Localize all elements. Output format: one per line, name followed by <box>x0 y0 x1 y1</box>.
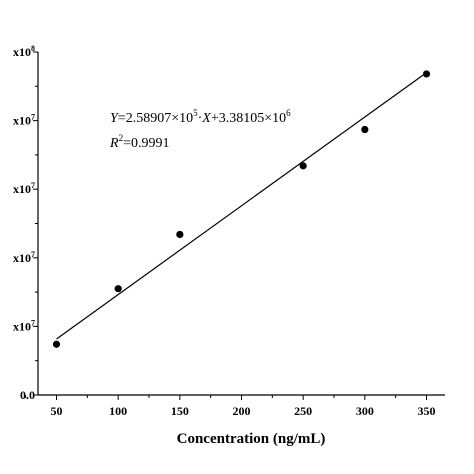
x-tick-label: 150 <box>171 404 189 418</box>
equation-line: Y=2.58907×105·X+3.38105×106 <box>110 108 291 126</box>
equation-intercept: +3.38105×10 <box>211 111 286 126</box>
equation-intercept-exp: 6 <box>286 108 291 118</box>
y-tick-label: x107 <box>13 113 35 128</box>
data-point <box>114 285 122 293</box>
r-squared-value: =0.9991 <box>123 136 169 151</box>
equation-dot: · <box>198 111 203 126</box>
y-tick-label: 0.0 <box>20 388 35 402</box>
fit-line-group <box>56 72 427 340</box>
y-tick-label: x107 <box>13 181 35 196</box>
data-point <box>299 162 307 170</box>
r-squared-exp: 2 <box>119 133 124 143</box>
r-squared-line: R2=0.9991 <box>109 133 169 151</box>
x-tick-label: 100 <box>109 404 127 418</box>
data-point <box>422 70 431 78</box>
x-tick-label: 250 <box>294 404 312 418</box>
y-tick-label: x107 <box>13 318 35 333</box>
equation-x-var: X <box>201 111 211 126</box>
x-tick-label: 50 <box>51 404 63 418</box>
x-tick-label: 200 <box>233 404 251 418</box>
y-tick-label: x108 <box>13 44 35 59</box>
x-tick-label: 350 <box>418 404 436 418</box>
data-points <box>52 70 431 348</box>
data-point <box>176 230 184 239</box>
tick-labels: 50 100 150 200 250 300 350 0.0 x107 x107 x107 x107 x… <box>13 44 436 418</box>
data-point <box>361 125 369 134</box>
r-squared-var: R <box>109 136 119 151</box>
equation-slope: =2.58907×10 <box>118 111 193 126</box>
x-axis-title: Concentration (ng/mL) <box>177 431 326 447</box>
x-tick-label: 300 <box>356 404 374 418</box>
tick-marks <box>25 51 427 400</box>
y-tick-label: x107 <box>13 250 35 265</box>
equation-slope-exp: 5 <box>193 108 198 118</box>
equation-y-var: Y <box>110 111 120 126</box>
data-point <box>52 340 61 348</box>
fit-line <box>56 72 427 340</box>
